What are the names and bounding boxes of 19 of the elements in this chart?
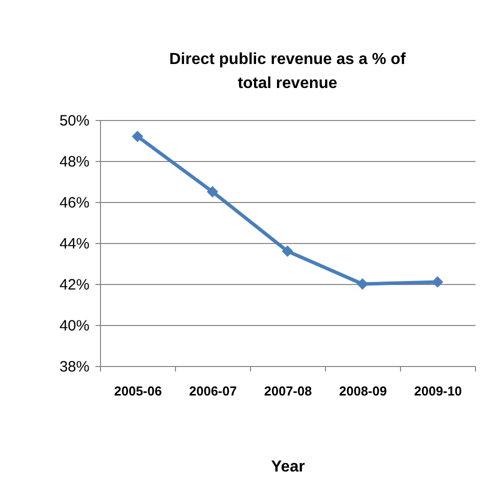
y-tick-label: 38% [59,358,90,376]
y-tick-label: 50% [59,112,90,130]
y-tick-label: 44% [59,236,90,252]
point [356,278,368,290]
chart-title: Direct public revenue as a % of total revenue [169,51,406,92]
x-axis-title: Year [271,458,305,476]
x-tick-label: 2005-06 [114,384,162,398]
y-tick-label: 40% [59,318,90,334]
x-tick-label: 2009-10 [414,384,462,398]
x-tick-label: 2006-07 [189,384,237,398]
x-tick-label: 2007-08 [264,384,312,398]
point [432,276,444,288]
y-tick-label: 46% [59,194,90,212]
y-tick-label: 42% [59,276,90,294]
point [132,130,144,142]
y-tick-label: 48% [59,154,90,170]
point [282,246,294,257]
x-tick-label: 2008-09 [339,384,387,398]
point [206,186,218,198]
